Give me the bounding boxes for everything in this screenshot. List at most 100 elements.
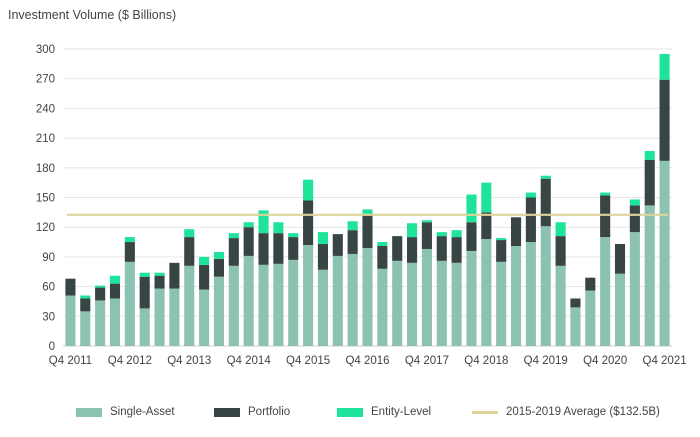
bar-stack: [510, 217, 522, 346]
bar-entity-level: [213, 251, 225, 259]
bar-portfolio: [199, 264, 210, 290]
bar-single-asset: [570, 307, 581, 346]
x-tick-label: Q4 2012: [108, 355, 152, 367]
bar-single-asset: [407, 262, 418, 346]
bar-portfolio: [436, 236, 447, 261]
bar-portfolio: [510, 217, 522, 247]
bar-stack: [436, 232, 447, 346]
bar-stack: [629, 199, 640, 346]
y-tick-label: 210: [36, 133, 55, 145]
bar-stack: [614, 244, 626, 346]
bar-portfolio: [65, 278, 76, 296]
bar-entity-level: [451, 230, 462, 238]
x-tick-label: Q4 2013: [167, 355, 211, 367]
legend-swatch-portfolio: [214, 407, 240, 417]
x-tick-label: Q4 2014: [227, 355, 272, 367]
bar-single-asset: [436, 260, 447, 346]
bar-stack: [362, 209, 373, 346]
bar-entity-level: [109, 275, 121, 284]
bar-portfolio: [124, 242, 135, 262]
bar-portfolio: [109, 283, 121, 299]
bar-stack: [169, 262, 180, 346]
bar-portfolio: [496, 240, 507, 262]
legend-label-average: 2015-2019 Average ($132.5B): [506, 406, 660, 418]
bar-portfolio: [407, 237, 418, 263]
bar-single-asset: [466, 250, 477, 346]
bar-entity-level: [362, 209, 373, 216]
bar-entity-level: [199, 256, 210, 265]
bar-single-asset: [659, 160, 670, 346]
y-tick-label: 120: [36, 222, 55, 234]
bar-single-asset: [317, 269, 328, 346]
bar-portfolio: [570, 298, 581, 308]
bar-stack: [600, 192, 611, 346]
bar-stack: [585, 277, 596, 346]
bar-portfolio: [243, 227, 254, 256]
bar-portfolio: [347, 230, 358, 254]
y-tick-label: 0: [49, 341, 55, 353]
bar-entity-level: [347, 221, 358, 231]
bar-stack: [347, 221, 358, 346]
bar-stack: [258, 210, 269, 346]
bar-portfolio: [659, 79, 670, 161]
bar-stack: [317, 232, 328, 346]
bar-stack: [332, 234, 343, 346]
bar-portfolio: [421, 222, 432, 249]
bar-portfolio: [213, 258, 225, 277]
bar-entity-level: [228, 233, 239, 239]
bar-portfolio: [555, 236, 566, 266]
bar-portfolio: [303, 200, 314, 246]
bar-entity-level: [600, 192, 611, 196]
legend-item-entity-level[interactable]: Entity-Level: [337, 406, 431, 418]
bar-entity-level: [184, 229, 195, 238]
x-tick-label: Q4 2015: [286, 355, 330, 367]
y-tick-label: 240: [36, 103, 55, 115]
bar-single-asset: [525, 242, 536, 346]
bar-single-asset: [95, 300, 106, 346]
legend-item-single-asset[interactable]: Single-Asset: [76, 406, 175, 418]
bar-single-asset: [392, 260, 403, 346]
bar-portfolio: [332, 234, 343, 256]
bar-single-asset: [585, 290, 596, 346]
bar-entity-level: [243, 222, 254, 228]
bar-stack: [80, 295, 91, 346]
bar-single-asset: [496, 261, 507, 346]
bar-portfolio: [600, 195, 611, 238]
legend-item-average[interactable]: 2015-2019 Average ($132.5B): [472, 406, 660, 418]
bar-entity-level: [496, 238, 507, 241]
y-tick-label: 180: [36, 163, 55, 175]
bar-single-asset: [555, 265, 566, 346]
bar-portfolio: [466, 222, 477, 251]
bar-portfolio: [139, 276, 150, 309]
bar-portfolio: [154, 275, 165, 289]
bar-portfolio: [80, 298, 91, 312]
legend-label-single-asset: Single-Asset: [110, 406, 175, 418]
bar-single-asset: [614, 273, 626, 346]
bar-portfolio: [614, 244, 626, 274]
bar-stack: [496, 238, 507, 346]
bar-single-asset: [421, 248, 432, 346]
bar-entity-level: [80, 295, 91, 299]
bar-stack: [95, 285, 106, 346]
bar-stack: [273, 222, 284, 346]
bar-portfolio: [228, 238, 239, 266]
bar-stack: [184, 229, 195, 346]
bar-portfolio: [540, 178, 551, 227]
bar-entity-level: [124, 237, 135, 243]
bar-portfolio: [95, 287, 106, 301]
bar-portfolio: [585, 277, 596, 291]
legend-item-portfolio[interactable]: Portfolio: [214, 406, 290, 418]
bar-single-asset: [65, 295, 76, 346]
bar-stack: [199, 256, 210, 346]
legend-swatch-entity-level: [337, 407, 363, 417]
x-tick-label: Q4 2011: [49, 355, 92, 367]
y-axis-ticks: 0 30 60 90 120 150 180 210 240 270 300: [36, 44, 55, 353]
bar-single-asset: [243, 255, 254, 346]
bar-entity-level: [525, 192, 536, 198]
bar-stack: [124, 237, 135, 346]
bar-entity-level: [377, 242, 388, 247]
bar-portfolio: [377, 246, 388, 269]
legend-label-entity-level: Entity-Level: [371, 406, 432, 418]
bar-single-asset: [644, 205, 655, 346]
